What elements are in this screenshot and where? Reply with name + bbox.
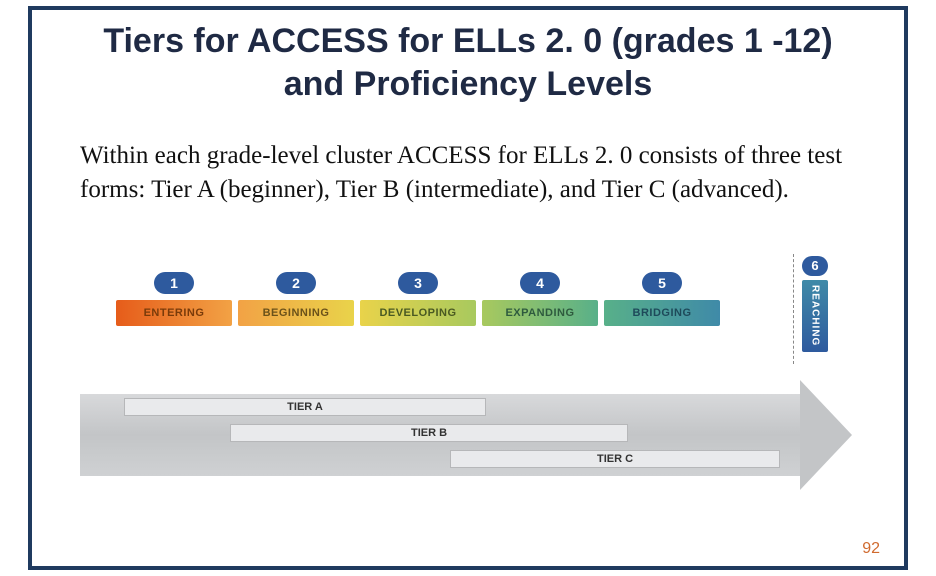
level-reaching: 6 REACHING bbox=[802, 256, 828, 352]
tier-arrow: TIER A TIER B TIER C bbox=[80, 380, 856, 490]
level-developing: 3 DEVELOPING bbox=[360, 272, 476, 326]
level-number-2: 2 bbox=[276, 272, 316, 294]
title-line1: Tiers for ACCESS for ELLs 2. 0 (grades 1… bbox=[103, 22, 832, 60]
level-label-expanding: EXPANDING bbox=[482, 300, 598, 326]
level-number-5: 5 bbox=[642, 272, 682, 294]
level-number-6: 6 bbox=[802, 256, 828, 276]
proficiency-levels-row: 6 REACHING 1ENTERING2BEGINNING3DEVELOPIN… bbox=[80, 272, 856, 342]
level-expanding: 4 EXPANDING bbox=[482, 272, 598, 326]
slide-number: 92 bbox=[862, 540, 880, 558]
level-number-4: 4 bbox=[520, 272, 560, 294]
level-label-beginning: BEGINNING bbox=[238, 300, 354, 326]
tier-bar-tier-a: TIER A bbox=[124, 398, 486, 416]
tier-bar-tier-b: TIER B bbox=[230, 424, 628, 442]
level-label-developing: DEVELOPING bbox=[360, 300, 476, 326]
arrow-head-icon bbox=[800, 380, 852, 490]
slide-subtitle: Within each grade-level cluster ACCESS f… bbox=[80, 139, 856, 207]
level-bridging: 5 BRIDGING bbox=[604, 272, 720, 326]
proficiency-diagram: 6 REACHING 1ENTERING2BEGINNING3DEVELOPIN… bbox=[80, 272, 856, 532]
level-number-3: 3 bbox=[398, 272, 438, 294]
level-label-entering: ENTERING bbox=[116, 300, 232, 326]
title-line2: and Proficiency Levels bbox=[284, 65, 653, 103]
level-label-reaching: REACHING bbox=[802, 280, 828, 352]
level-label-bridging: BRIDGING bbox=[604, 300, 720, 326]
slide-title: Tiers for ACCESS for ELLs 2. 0 (grades 1… bbox=[32, 20, 904, 105]
slide-frame: Tiers for ACCESS for ELLs 2. 0 (grades 1… bbox=[28, 6, 908, 570]
level-beginning: 2 BEGINNING bbox=[238, 272, 354, 326]
level-number-1: 1 bbox=[154, 272, 194, 294]
dashed-divider bbox=[793, 254, 794, 364]
level-entering: 1 ENTERING bbox=[116, 272, 232, 326]
tier-bar-tier-c: TIER C bbox=[450, 450, 780, 468]
